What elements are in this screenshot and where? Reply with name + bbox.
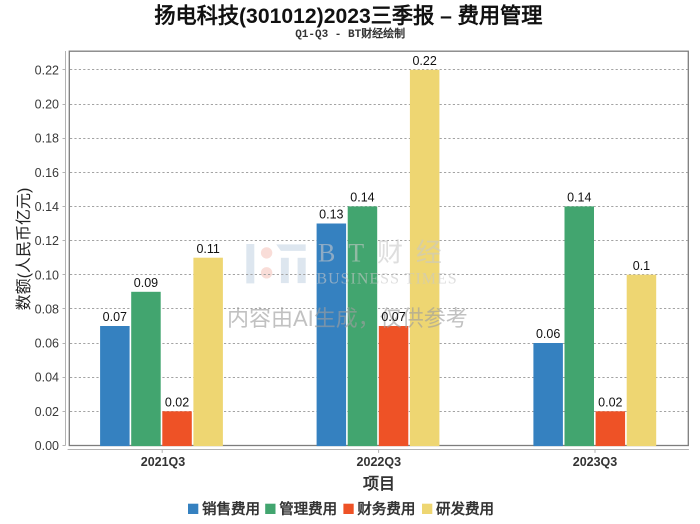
svg-text:0.13: 0.13: [319, 208, 343, 222]
svg-text:0.02: 0.02: [598, 395, 622, 409]
svg-text:项目: 项目: [363, 475, 395, 493]
svg-text:财经绘制: 财经绘制: [360, 26, 405, 40]
svg-text:扬电科技(301012)2023三季报 – 费用管理: 扬电科技(301012)2023三季报 – 费用管理: [154, 3, 542, 28]
svg-text:内容由AI生成，仅供参考: 内容由AI生成，仅供参考: [227, 306, 468, 331]
svg-text:0.07: 0.07: [381, 310, 405, 324]
svg-text:0.06: 0.06: [35, 337, 59, 351]
svg-text:2023Q3: 2023Q3: [573, 455, 618, 469]
svg-text:BT财经: BT财经: [318, 238, 455, 267]
svg-text:0.02: 0.02: [35, 405, 59, 419]
svg-text:0.12: 0.12: [35, 234, 59, 248]
svg-text:0.06: 0.06: [536, 327, 560, 341]
svg-text:0.14: 0.14: [567, 191, 591, 205]
svg-text:0.20: 0.20: [35, 98, 59, 112]
svg-text:0.00: 0.00: [35, 439, 59, 453]
svg-text:2022Q3: 2022Q3: [357, 455, 402, 469]
svg-text:BUSINESS TIMES: BUSINESS TIMES: [316, 271, 457, 288]
svg-text:研发费用: 研发费用: [436, 500, 494, 518]
svg-text:0.04: 0.04: [35, 371, 59, 385]
svg-text:0.14: 0.14: [350, 191, 374, 205]
svg-text:管理费用: 管理费用: [279, 500, 337, 518]
svg-text:2021Q3: 2021Q3: [141, 455, 186, 469]
svg-text:0.02: 0.02: [165, 395, 189, 409]
svg-text:0.14: 0.14: [35, 200, 59, 214]
svg-text:0.18: 0.18: [35, 132, 59, 146]
svg-text:0.07: 0.07: [103, 310, 127, 324]
svg-text:0.08: 0.08: [35, 302, 59, 316]
svg-text:销售费用: 销售费用: [202, 500, 260, 518]
svg-text:0.09: 0.09: [134, 276, 158, 290]
svg-text:数额(人民币亿元): 数额(人民币亿元): [15, 188, 33, 311]
svg-text:Q1-Q3 - BT: Q1-Q3 - BT: [295, 29, 361, 41]
svg-text:0.1: 0.1: [633, 259, 650, 273]
svg-text:0.16: 0.16: [35, 166, 59, 180]
svg-text:0.22: 0.22: [412, 54, 436, 68]
svg-text:0.22: 0.22: [35, 63, 59, 77]
svg-text:财务费用: 财务费用: [357, 500, 415, 518]
svg-text:0.10: 0.10: [35, 268, 59, 282]
svg-text:0.11: 0.11: [196, 242, 219, 256]
